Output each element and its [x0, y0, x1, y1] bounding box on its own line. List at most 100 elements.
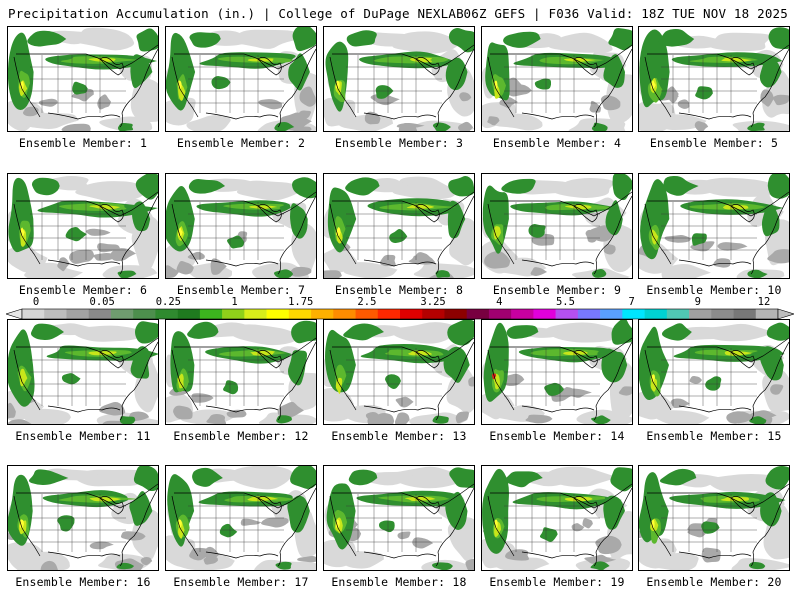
precip-area-heavy: [335, 519, 340, 529]
light-precip-area: [412, 537, 434, 549]
map-boundaries: [329, 44, 474, 128]
precip-area-green: [603, 495, 625, 530]
light-precip-area: [525, 414, 553, 424]
colorbar-swatch: [622, 309, 645, 319]
precip-area-green: [528, 224, 546, 238]
light-precip-area: [342, 551, 384, 569]
precip-area-green: [189, 32, 221, 48]
ensemble-member-panel: Ensemble Member: 10: [638, 173, 790, 305]
state-lines: [188, 494, 284, 552]
map-boundaries: [329, 483, 474, 567]
precip-area-green: [133, 466, 158, 492]
light-precip-area: [258, 99, 283, 110]
precip-area-green: [767, 174, 789, 199]
colorbar-swatch: [733, 309, 757, 319]
gulf-coast: [678, 551, 752, 559]
colorbar-swatch: [199, 309, 223, 319]
precip-area-green: [348, 469, 378, 486]
colorbar-tick-label: 9: [694, 296, 701, 308]
precip-area-heavy: [651, 229, 659, 245]
precip-map: [324, 174, 474, 278]
light-precip-area: [468, 376, 474, 387]
ensemble-member-label: Ensemble Member: 7: [176, 283, 306, 297]
east-coast: [593, 48, 632, 128]
light-precip-area: [760, 89, 774, 107]
light-precip-area: [8, 541, 47, 570]
precip-area-green: [187, 321, 219, 339]
west-coast: [13, 203, 41, 265]
west-coast: [329, 495, 357, 557]
precip-area-green: [432, 415, 449, 424]
light-precip-area: [97, 94, 111, 110]
precip-area-green: [31, 177, 60, 196]
ensemble-member-panel: Ensemble Member: 20: [638, 465, 790, 597]
map-frame: [165, 26, 317, 132]
precip-area-green: [611, 320, 632, 345]
border-line: [174, 483, 316, 509]
precip-map: [639, 320, 789, 424]
light-precip-area: [176, 261, 194, 275]
light-precip-area: [589, 100, 602, 113]
precip-area-heavy: [563, 57, 596, 62]
precip-area-green: [378, 520, 395, 533]
map-frame: [165, 465, 317, 571]
precip-map: [8, 174, 158, 278]
east-coast: [593, 341, 632, 421]
light-precip-area: [324, 270, 342, 278]
map-frame: [7, 173, 159, 279]
west-coast: [13, 495, 41, 557]
colorbar-swatch: [555, 309, 579, 319]
light-precip-area: [89, 541, 114, 550]
precip-area-green: [612, 174, 632, 201]
map-boundaries: [13, 337, 158, 421]
colorbar-swatch: [222, 309, 245, 319]
state-lines: [661, 55, 757, 113]
ensemble-member-panel: Ensemble Member: 19: [481, 465, 633, 597]
ensemble-member-panel: Ensemble Member: 16: [7, 465, 159, 597]
east-coast: [750, 195, 789, 275]
gulf-coast: [678, 112, 752, 120]
precip-area-green: [759, 57, 782, 88]
map-boundaries: [13, 44, 158, 128]
state-lines: [661, 348, 757, 406]
light-precip-area: [299, 86, 316, 107]
map-boundaries: [487, 337, 632, 421]
light-precip-area: [395, 396, 414, 408]
light-precip-area: [687, 529, 708, 538]
light-precip-area: [120, 531, 146, 541]
light-precip-area: [713, 258, 731, 268]
precip-area-green: [539, 527, 558, 543]
ensemble-member-label: Ensemble Member: 15: [646, 429, 782, 443]
state-lines: [661, 494, 757, 552]
great-lakes: [730, 496, 755, 515]
ensemble-member-panel: Ensemble Member: 17: [165, 465, 317, 597]
map-boundaries: [644, 191, 789, 275]
light-precip-area: [652, 410, 710, 424]
precip-area-heavy: [177, 80, 182, 89]
light-precip-area: [530, 267, 548, 277]
precip-map: [166, 320, 316, 424]
map-boundaries: [171, 44, 316, 128]
light-precip-area: [571, 523, 585, 532]
ensemble-member-panel: Ensemble Member: 13: [323, 319, 475, 451]
light-precip-area: [297, 556, 316, 563]
precip-area-green: [748, 561, 766, 570]
border-line: [174, 337, 316, 363]
ensemble-member-panel: Ensemble Member: 5: [638, 26, 790, 158]
map-boundaries: [171, 337, 316, 421]
colorbar-swatch: [44, 309, 67, 319]
light-precip-area: [670, 398, 690, 409]
ensemble-member-panel: Ensemble Member: 4: [481, 26, 633, 158]
precip-area-green: [287, 495, 310, 533]
great-lakes: [257, 350, 282, 369]
state-lines: [30, 202, 126, 260]
light-precip-area: [603, 244, 616, 255]
precip-map: [166, 27, 316, 131]
east-coast: [277, 487, 316, 567]
light-precip-area: [708, 32, 771, 52]
precip-area-green: [72, 81, 88, 95]
page-title: Precipitation Accumulation (in.) | Colle…: [8, 6, 464, 21]
precip-area-heavy: [247, 58, 274, 62]
west-coast: [644, 495, 672, 557]
light-precip-area: [484, 251, 511, 269]
